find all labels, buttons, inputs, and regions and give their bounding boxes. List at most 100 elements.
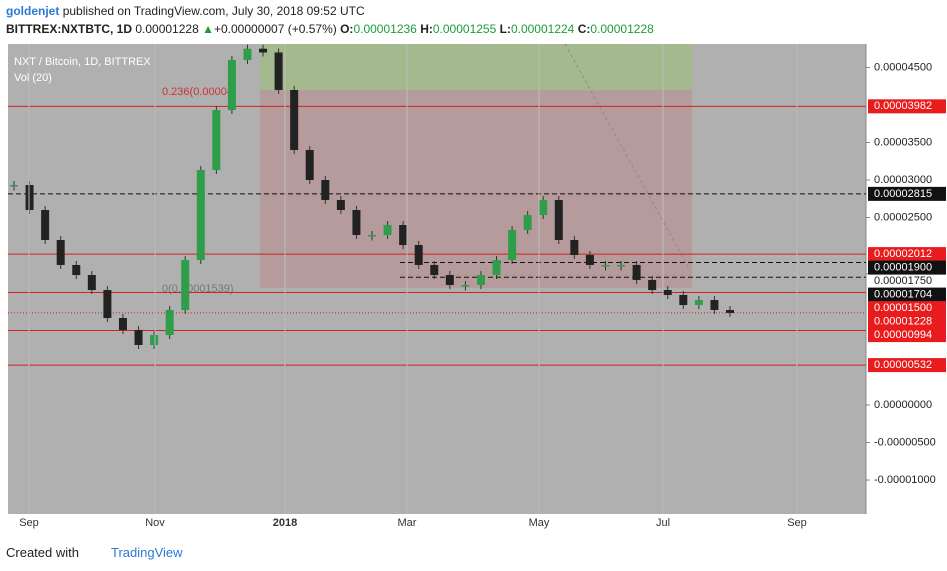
price-label: 0.00000000: [874, 399, 932, 411]
candle: [663, 290, 672, 295]
price-label: 0.00003982: [874, 100, 932, 112]
publish-info: published on TradingView.com, July 30, 2…: [62, 4, 365, 18]
price-label: 0.00002815: [874, 188, 932, 200]
candle: [103, 290, 112, 319]
candle: [134, 330, 143, 346]
price-label: 0.00001228: [874, 316, 932, 328]
candle: [430, 264, 439, 276]
last: 0.00001228: [135, 22, 199, 36]
candle: [570, 239, 579, 255]
candle: [165, 309, 174, 336]
candle: [227, 59, 236, 111]
arrow: ▲: [202, 22, 214, 36]
price-label-box: [868, 301, 946, 316]
candle: [399, 224, 408, 246]
fib-label: 0(0.00001539): [162, 283, 234, 295]
trend-line: [564, 43, 691, 271]
candle: [492, 260, 501, 276]
price-label: 0.00003500: [874, 136, 932, 148]
candle: [10, 185, 18, 187]
fib-label: 0.236(0.00004: [162, 86, 233, 98]
candle: [196, 170, 205, 261]
candle: [336, 200, 345, 210]
candle: [601, 264, 610, 267]
candle: [352, 209, 361, 235]
candle: [617, 264, 626, 267]
candle: [181, 260, 190, 310]
candle: [72, 264, 81, 276]
candle: [290, 89, 299, 150]
high: 0.00001255: [432, 22, 497, 36]
price-label: 0.00001900: [874, 262, 932, 274]
price-label: -0.00000500: [874, 436, 936, 448]
candle: [508, 230, 517, 261]
candle: [539, 200, 548, 216]
price-label: 0.00001500: [874, 302, 932, 314]
price-label-box: [868, 260, 946, 275]
time-label: Sep: [787, 517, 807, 529]
candle: [445, 275, 454, 286]
candle: [25, 185, 34, 210]
low: 0.00001224: [510, 22, 575, 36]
price-label: 0.00003000: [874, 174, 932, 186]
price-label-box: [868, 314, 946, 329]
candle: [56, 239, 65, 265]
candle: [523, 215, 532, 231]
fib-zone-green: [260, 44, 692, 90]
candle: [305, 149, 314, 180]
price-label-box: [868, 186, 946, 201]
candle: [414, 245, 423, 265]
candle: [585, 254, 594, 265]
candle: [118, 318, 127, 331]
candle: [554, 200, 563, 240]
c-label: C:: [577, 22, 591, 36]
brand-link[interactable]: TradingView: [110, 545, 183, 560]
price-label: 0.00002500: [874, 211, 932, 223]
candle: [368, 234, 376, 237]
candle: [648, 279, 657, 291]
candle: [243, 48, 252, 60]
ticker-line: BITTREX:NXTBTC, 1D 0.00001228 ▲+0.000000…: [6, 22, 654, 36]
time-label: May: [529, 517, 550, 529]
price-label-box: [868, 287, 946, 302]
candle: [41, 209, 50, 240]
time-label: Nov: [145, 517, 165, 529]
user-link[interactable]: goldenjet: [6, 4, 60, 18]
time-label: 2018: [273, 517, 297, 529]
publish-line: goldenjet published on TradingView.com, …: [6, 4, 365, 18]
o-label: O:: [340, 22, 354, 36]
price-label-box: [868, 99, 946, 114]
candle: [87, 275, 96, 291]
candle: [461, 285, 470, 287]
created: Created with: [6, 545, 79, 560]
candle: [632, 264, 641, 280]
price-label: 0.00004500: [874, 61, 932, 73]
h-label: H:: [420, 22, 433, 36]
candle: [150, 335, 159, 346]
price-label: 0.00000532: [874, 359, 932, 371]
time-label: Jul: [656, 517, 670, 529]
price-label: 0.00001750: [874, 275, 932, 287]
change: +0.00000007 (+0.57%): [213, 22, 337, 36]
price-label-box: [868, 247, 946, 262]
price-label-box: [868, 328, 946, 343]
l-label: L:: [499, 22, 511, 36]
time-label: Mar: [398, 517, 417, 529]
price-label: 0.00002012: [874, 248, 932, 260]
volume-legend: Vol (20): [14, 72, 52, 84]
candle: [321, 179, 330, 201]
time-axis-bg: [8, 514, 947, 532]
legend: NXT / Bitcoin, 1D, BITTREX: [14, 56, 151, 68]
candle: [212, 110, 221, 171]
time-label: Sep: [19, 517, 39, 529]
price-label-box: [868, 358, 946, 373]
price-axis-bg: [866, 44, 947, 514]
symbol: BITTREX:NXTBTC, 1D: [6, 22, 132, 36]
footer: Created with TradingView: [6, 545, 183, 560]
candle: [679, 294, 688, 306]
candle: [259, 48, 268, 53]
fib-zone-red: [260, 90, 692, 288]
price-label: 0.00000994: [874, 329, 932, 341]
chart: 0.236(0.00004 0(0.00001539) NXT / Bitcoi…: [8, 43, 947, 532]
